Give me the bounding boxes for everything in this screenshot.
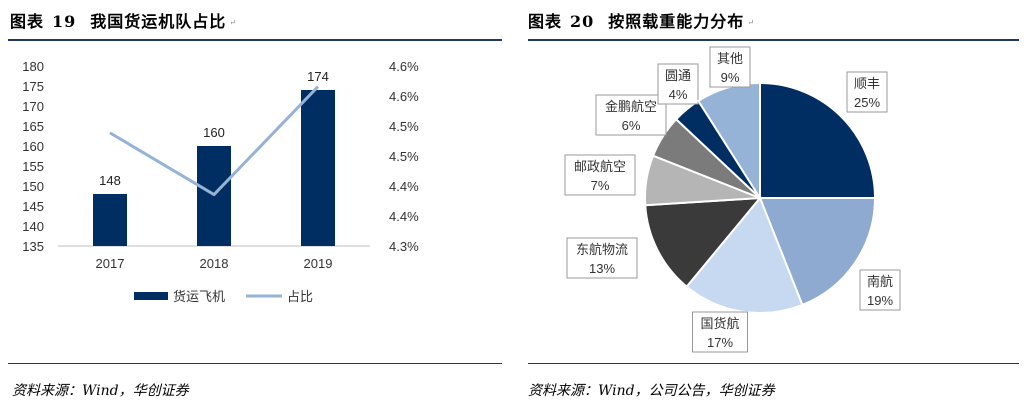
slice-label-box [846,71,888,113]
bar-2017 [93,194,127,246]
slice-label-box [564,154,636,196]
figure-title-text: 我国货运机队占比 [90,12,227,31]
source-rule [528,363,1019,364]
legend-bar-swatch [134,292,168,300]
y-tick-label: 180 [22,59,44,74]
slice-label-name: 圆通 [665,68,691,83]
slice-label-box [595,94,667,136]
slice-label-pct: 25% [854,95,880,110]
slice-label-box [859,269,901,311]
figure-20-title: 图表 20 按照载重能力分布 ↵ [528,8,755,32]
slice-label-box [566,237,638,279]
bar-2019 [301,90,335,246]
y2-tick-label: 4.6% [389,89,419,104]
figure-title-text: 按照载重能力分布 [608,12,745,31]
y-tick-label: 165 [22,119,44,134]
slice-label-name: 邮政航空 [574,159,626,174]
bar-data-label: 160 [203,125,225,140]
y-tick-label: 140 [22,219,44,234]
slice-label-pct: 19% [867,293,893,308]
slice-label-pct: 7% [591,178,610,193]
y2-tick-label: 4.3% [389,239,419,254]
source-note: 资料来源：Wind，华创证券 [12,383,189,399]
figure-label: 图表 [10,12,45,31]
pie-chart: 顺丰 25% 南航 19% 国货航 17% 东航物流 13% 邮政航空 7% 金鹏航空 6% 圆通 4% 其… [564,46,901,353]
pie-slice-南航 [758,197,877,307]
slice-label-name: 其他 [717,51,743,66]
figure-number: 19 [52,12,77,31]
bar-data-label: 174 [307,69,329,84]
y2-tick-label: 4.4% [389,209,419,224]
pie-slice-东航物流 [644,196,763,289]
legend-bar-label: 货运飞机 [173,289,225,304]
source-note: 资料来源：Wind，公司公告，华创证券 [528,383,775,399]
figure-20-panel: 图表 20 按照载重能力分布 ↵ 顺丰 25% 南航 19% 国货航 17% 东航物流 13% 邮政航… [520,0,1027,411]
legend-line-label: 占比 [287,289,313,304]
y-tick-label: 170 [22,99,44,114]
x-tick-label: 2018 [200,256,229,271]
figure-19-panel: 图表 19 我国货运机队占比 ↵ 135 140 145 150 155 160 165 170 17… [0,0,510,411]
y2-tick-label: 4.4% [389,179,419,194]
slice-label-pct: 6% [622,118,641,133]
slice-label-box [657,63,699,105]
title-rule [8,39,502,41]
slice-label-name: 国货航 [700,316,739,331]
y-tick-label: 135 [22,239,44,254]
y-tick-label: 145 [22,199,44,214]
pie-slice-顺丰 [759,81,877,199]
slice-label-box [709,46,751,88]
x-tick-label: 2017 [96,256,125,271]
y2-tick-label: 4.5% [389,119,419,134]
x-tick-label: 2019 [304,256,333,271]
pie-slice-其他 [696,81,761,202]
paragraph-mark: ↵ [229,18,237,27]
title-rule [528,39,1019,41]
paragraph-mark: ↵ [747,18,755,27]
slice-label-pct: 4% [669,87,688,102]
source-rule [8,363,502,364]
slice-label-box [692,311,748,353]
figure-19-title: 图表 19 我国货运机队占比 ↵ [10,8,237,32]
slice-label-name: 金鹏航空 [605,99,657,114]
y-tick-label: 175 [22,79,44,94]
slice-label-pct: 9% [721,70,740,85]
slice-label-pct: 13% [589,261,615,276]
slice-label-name: 顺丰 [854,76,880,91]
y-tick-label: 150 [22,179,44,194]
y2-tick-label: 4.6% [389,59,419,74]
y-tick-label: 160 [22,139,44,154]
slice-label-name: 东航物流 [576,242,628,257]
figure-label: 图表 [528,12,563,31]
y2-tick-label: 4.5% [389,149,419,164]
y-tick-label: 155 [22,159,44,174]
figure-number: 20 [570,12,595,31]
slice-label-pct: 17% [707,335,733,350]
bar-line-chart: 135 140 145 150 155 160 165 170 175 180 4.3% 4.4% 4.… [22,59,419,304]
slice-label-name: 南航 [867,274,893,289]
bar-data-label: 148 [99,173,121,188]
